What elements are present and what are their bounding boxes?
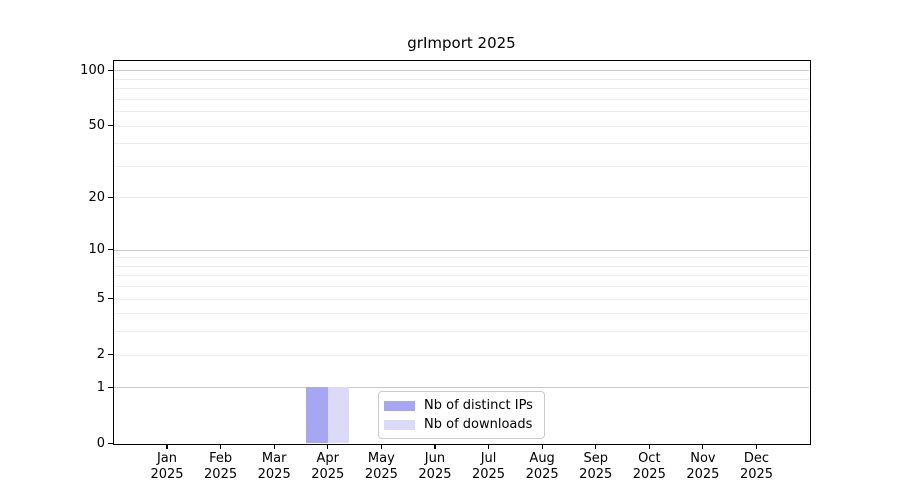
legend-label-distinct-ips: Nb of distinct IPs xyxy=(424,398,533,413)
x-tick-label: Oct 2025 xyxy=(632,451,666,482)
y-tick-label: 20 xyxy=(88,189,105,205)
x-axis-tick xyxy=(219,444,222,449)
x-axis-tick xyxy=(648,444,650,449)
y-axis-tick xyxy=(107,386,114,389)
y-axis-tick xyxy=(107,124,114,127)
x-tick-label: Nov 2025 xyxy=(686,451,720,482)
x-tick-label: May 2025 xyxy=(364,451,398,482)
x-axis-tick xyxy=(702,444,704,449)
x-axis-tick xyxy=(273,444,275,449)
minor-gridline xyxy=(114,256,809,258)
bar xyxy=(306,387,328,444)
legend-label-downloads: Nb of downloads xyxy=(424,417,533,432)
x-tick-label: Sep 2025 xyxy=(579,451,613,482)
minor-gridline xyxy=(114,110,809,112)
bar xyxy=(327,387,350,444)
x-axis-tick xyxy=(487,444,490,449)
y-axis-tick xyxy=(107,354,114,356)
minor-gridline xyxy=(114,298,809,300)
y-axis-tick xyxy=(107,196,114,198)
minor-gridline xyxy=(114,165,809,167)
x-tick-label: Jun 2025 xyxy=(418,451,452,482)
minor-gridline xyxy=(114,354,809,356)
y-axis-tick xyxy=(107,69,114,71)
minor-gridline xyxy=(114,125,809,127)
x-tick-label: Apr 2025 xyxy=(311,451,345,482)
x-axis-tick xyxy=(755,444,758,449)
x-axis-tick xyxy=(595,444,597,449)
major-gridline xyxy=(114,69,809,71)
x-tick-label: Jan 2025 xyxy=(150,451,184,482)
y-axis-tick xyxy=(107,248,114,251)
y-axis-tick xyxy=(107,442,114,445)
major-gridline xyxy=(114,386,809,388)
distinct-ips-swatch-icon xyxy=(384,400,415,411)
minor-gridline xyxy=(114,330,809,332)
y-axis-tick xyxy=(107,298,114,300)
minor-gridline xyxy=(114,265,809,267)
x-tick-label: Dec 2025 xyxy=(739,451,774,482)
y-tick-label: 5 xyxy=(96,291,105,307)
downloads-swatch-icon xyxy=(384,419,415,430)
chart-title: grImport 2025 xyxy=(407,34,516,52)
minor-gridline xyxy=(114,98,809,100)
minor-gridline xyxy=(114,312,809,314)
x-axis-tick xyxy=(166,444,168,449)
x-tick-label: Aug 2025 xyxy=(525,451,559,482)
y-tick-label: 0 xyxy=(96,436,105,451)
minor-gridline xyxy=(114,285,809,287)
x-axis-tick xyxy=(434,444,436,449)
x-tick-label: Feb 2025 xyxy=(204,451,238,482)
x-axis-tick xyxy=(327,444,329,449)
y-tick-label: 1 xyxy=(96,379,105,395)
x-axis-tick xyxy=(541,444,543,449)
minor-gridline xyxy=(114,196,809,198)
major-gridline xyxy=(114,249,809,251)
minor-gridline xyxy=(114,87,809,89)
minor-gridline xyxy=(114,274,809,276)
y-tick-label: 2 xyxy=(96,347,105,363)
y-tick-label: 10 xyxy=(88,242,105,258)
x-tick-label: Jul 2025 xyxy=(471,451,506,482)
x-tick-label: Mar 2025 xyxy=(257,451,291,482)
legend: Nb of distinct IPs Nb of downloads xyxy=(378,391,545,439)
y-tick-label: 100 xyxy=(80,62,105,78)
legend-item-distinct-ips: Nb of distinct IPs xyxy=(384,396,536,415)
minor-gridline xyxy=(114,142,809,144)
x-axis-tick xyxy=(380,444,382,449)
minor-gridline xyxy=(114,78,809,80)
y-tick-label: 50 xyxy=(88,118,105,134)
legend-item-downloads: Nb of downloads xyxy=(384,415,536,434)
